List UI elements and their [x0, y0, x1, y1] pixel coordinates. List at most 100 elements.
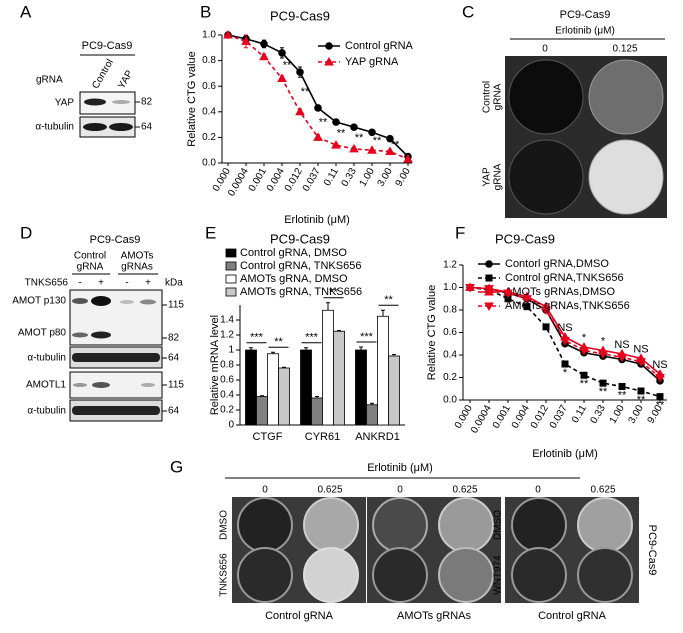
panel-letter: C — [462, 2, 474, 21]
significance-label: ** — [301, 86, 310, 98]
well — [303, 497, 359, 553]
y-axis-label: Relative CTG value — [186, 51, 198, 146]
y-tick-label: 0.0 — [202, 158, 216, 169]
significance-label: ** — [599, 386, 608, 398]
blot-label: α-tubulin — [35, 122, 74, 133]
size-marker: 115 — [168, 380, 184, 391]
point — [484, 302, 494, 312]
band — [112, 100, 130, 104]
significance-label: * — [601, 335, 606, 347]
blot — [79, 91, 136, 115]
y-axis-label: Relative mRNA level — [209, 315, 221, 415]
legend-label: AMOTs gRNA, TNKS656 — [240, 286, 362, 298]
bar — [388, 355, 400, 426]
plate-label: Control gRNA — [265, 610, 334, 622]
significance-label: *** — [305, 332, 319, 344]
group-label: gRNA — [77, 262, 104, 273]
error-bar — [337, 330, 341, 332]
size-marker: 64 — [168, 406, 180, 417]
error-bar — [370, 402, 374, 405]
point — [259, 51, 269, 61]
bar — [311, 397, 323, 426]
point — [636, 358, 646, 367]
band — [72, 298, 88, 304]
point — [541, 306, 551, 316]
significance-label: ** — [580, 378, 589, 390]
panel-d: D PC9-Cas9 Control gRNA AMOTs gRNAs TNKS… — [12, 223, 184, 422]
significance-label: ** — [618, 389, 627, 401]
row-label: DMSO — [219, 510, 230, 540]
size-marker: 82 — [141, 97, 153, 108]
error-bar — [260, 395, 264, 397]
y-tick-label: 0.6 — [220, 375, 234, 386]
y-tick-label: 0.8 — [220, 360, 234, 371]
band — [141, 383, 155, 387]
point — [579, 347, 589, 356]
significance-label: ** — [355, 132, 364, 144]
dose-label: 0 — [535, 485, 541, 496]
point — [618, 383, 626, 390]
lane-sign: - — [78, 278, 81, 289]
dose-label: 0 — [397, 485, 403, 496]
well — [303, 547, 359, 603]
y-tick-label: 0.4 — [443, 350, 457, 361]
group-label: AMOTs — [121, 251, 154, 262]
significance-label: * — [582, 332, 587, 344]
blot-label: α-tubulin — [27, 406, 66, 417]
legend-label: AMOTs gRNA, DMSO — [240, 273, 348, 285]
panel-letter: B — [200, 2, 211, 21]
bar — [333, 330, 345, 426]
point — [368, 128, 376, 137]
legend-label: Control gRNA,TNKS656 — [505, 272, 624, 284]
band — [140, 299, 156, 305]
panel-letter: D — [20, 223, 32, 242]
point — [314, 104, 322, 112]
x-tick-label: CTGF — [253, 431, 283, 443]
significance-label: * — [563, 367, 568, 379]
dose-label: 0 — [542, 44, 548, 55]
point — [598, 350, 608, 359]
point — [403, 154, 413, 163]
y-tick-label: 1.0 — [202, 30, 216, 41]
bar — [245, 349, 257, 426]
panel-letter: A — [20, 2, 32, 21]
y-tick-label: 1.4 — [220, 315, 234, 326]
point — [223, 29, 233, 39]
lane-sign: - — [125, 278, 128, 289]
band — [72, 406, 160, 415]
point — [485, 260, 493, 268]
error-bar — [359, 346, 363, 350]
y-tick-label: 1.0 — [443, 282, 457, 293]
panel-letter: E — [205, 223, 216, 242]
legend-swatch — [225, 274, 237, 284]
band — [72, 332, 88, 338]
point — [484, 285, 494, 294]
panel-c: C PC9-Cas9 Erlotinib (μM) 0 0.125 Contro… — [462, 2, 667, 218]
band — [109, 123, 133, 131]
legend-swatch — [225, 287, 237, 297]
well — [372, 547, 428, 603]
point — [561, 360, 569, 368]
cell-line: PC9-Cas9 — [646, 525, 658, 576]
y-tick-label: 0.2 — [202, 132, 216, 143]
legend-label: YAP gRNA — [345, 56, 399, 68]
significance-label: ** — [337, 127, 346, 139]
error-bar — [392, 354, 396, 356]
point — [313, 132, 323, 141]
significance-label: ** — [373, 135, 382, 147]
point — [277, 73, 287, 83]
size-marker: 64 — [168, 353, 180, 364]
panel-title: PC9-Cas9 — [560, 9, 611, 21]
error-bar — [381, 309, 385, 317]
plate-label: Control gRNA — [538, 610, 607, 622]
significance-label: NS — [652, 359, 667, 371]
x-tick-label: CYR61 — [305, 431, 340, 443]
point — [655, 374, 665, 383]
panel-title: PC9-Cas9 — [82, 40, 133, 52]
point — [503, 289, 513, 299]
blot-label: α-tubulin — [27, 353, 66, 364]
band — [83, 123, 107, 131]
y-tick-label: 0.4 — [220, 390, 234, 401]
well — [508, 59, 584, 135]
lane-sign: + — [145, 278, 151, 289]
